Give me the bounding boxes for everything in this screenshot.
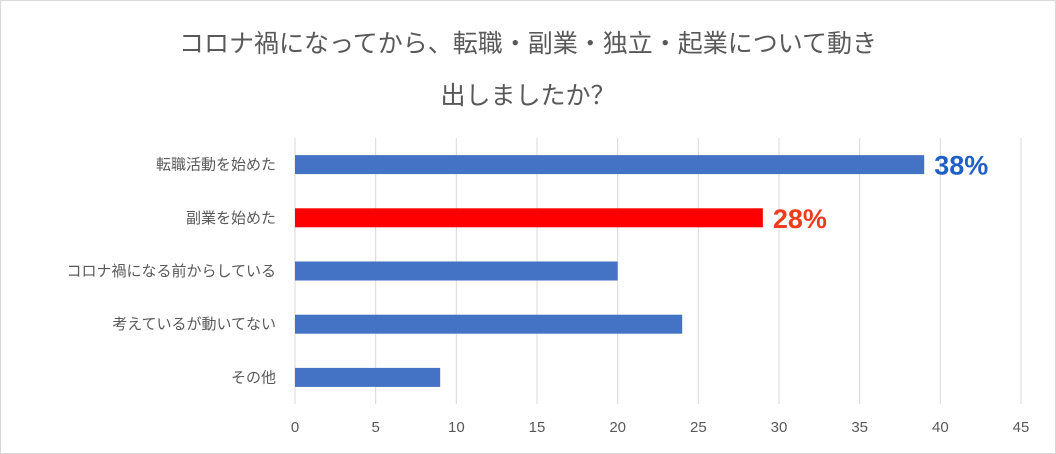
x-tick-label: 40 xyxy=(932,419,949,436)
chart-title-line-2: 出しましたか？ xyxy=(440,81,616,110)
data-label: 38% xyxy=(934,151,988,181)
category-label: 考えているが動いてない xyxy=(112,315,276,333)
x-tick-label: 5 xyxy=(371,419,379,436)
chart-title-line-1: コロナ禍になってから、転職・副業・独立・起業について動き xyxy=(178,29,877,58)
x-tick-label: 10 xyxy=(448,419,465,436)
category-label: 副業を始めた xyxy=(186,209,276,227)
bar xyxy=(295,155,925,175)
category-label: 転職活動を始めた xyxy=(156,156,276,174)
labels: 0 5 10 15 20 25 30 35 40 45 転職活動を始めた 38% 副業を始めた 28% コロ… xyxy=(66,151,1029,436)
data-label: 28% xyxy=(773,204,827,234)
chart-title: コロナ禍になってから、転職・副業・独立・起業について動き 出しましたか？ xyxy=(60,18,996,122)
x-tick-label: 15 xyxy=(529,419,546,436)
x-tick-label: 35 xyxy=(851,419,868,436)
category-label: その他 xyxy=(231,368,276,386)
bars xyxy=(295,155,925,387)
x-tick-label: 45 xyxy=(1013,419,1030,436)
bar xyxy=(295,261,618,281)
bar xyxy=(295,367,441,387)
x-tick-label: 0 xyxy=(291,419,299,436)
x-tick-label: 30 xyxy=(771,419,788,436)
category-label: コロナ禍になる前からしている xyxy=(66,262,276,280)
bar xyxy=(295,314,683,334)
x-tick-label: 20 xyxy=(609,419,626,436)
bar xyxy=(295,208,763,228)
x-tick-label: 25 xyxy=(690,419,707,436)
